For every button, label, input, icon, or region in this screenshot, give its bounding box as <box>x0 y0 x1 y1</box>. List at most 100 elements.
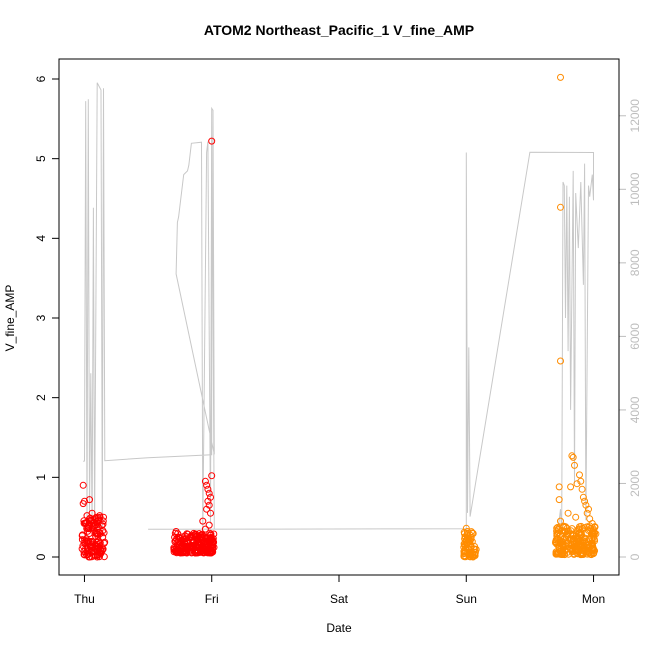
series-1-point <box>567 540 575 548</box>
series-0-point <box>206 549 214 557</box>
y-tick-label: 4 <box>34 235 48 242</box>
series-1-point <box>567 483 575 491</box>
series-0-point <box>172 528 180 535</box>
series-0-point <box>208 547 216 555</box>
series-0-point <box>99 527 107 535</box>
series-0-point <box>187 532 195 540</box>
series-1-point <box>574 529 582 537</box>
series-1-point <box>462 540 470 548</box>
series-0-point <box>83 551 90 559</box>
series-1-point <box>583 509 591 517</box>
series-0-point <box>201 477 209 485</box>
y2-tick-label: 0 <box>628 553 642 560</box>
series-1-point <box>577 549 585 557</box>
series-0-point <box>205 521 213 529</box>
series-1-point <box>573 480 581 488</box>
series-0-point <box>96 539 104 547</box>
series-0-point <box>88 509 96 517</box>
series-1-point <box>572 513 580 521</box>
series-0-point <box>196 542 203 550</box>
series-0-point <box>79 531 86 539</box>
series-0-point <box>208 137 216 145</box>
series-0-point <box>81 538 89 546</box>
series-0-point <box>189 539 197 547</box>
series-0-point <box>92 532 100 540</box>
series-0-point <box>79 481 87 489</box>
chart-title: ATOM2 Northeast_Pacific_1 V_fine_AMP <box>204 22 474 38</box>
series-0-point <box>184 544 191 552</box>
y2-tick-label: 12000 <box>628 99 642 133</box>
series-0-point <box>207 509 214 517</box>
series-1-point <box>591 523 599 531</box>
y2-tick-label: 2000 <box>628 470 642 497</box>
series-0-point <box>208 472 216 480</box>
series-0-point <box>79 542 87 550</box>
series-0-point <box>99 517 107 525</box>
series-0-point <box>82 535 90 543</box>
series-1-point <box>557 203 564 211</box>
series-1-point <box>467 551 475 559</box>
x-tick-label: Fri <box>205 592 219 606</box>
series-0-point <box>90 519 98 527</box>
series-0-point <box>91 552 99 560</box>
series-2-line <box>83 82 594 532</box>
series-1-point <box>562 523 570 531</box>
series-1-point <box>462 544 470 552</box>
series-1-point <box>579 493 587 501</box>
y2-tick-label: 6000 <box>628 323 642 350</box>
x-tick-label: Sun <box>456 592 477 606</box>
series-0-point <box>174 538 182 546</box>
series-1-point <box>578 485 586 493</box>
series-0-point <box>96 528 103 536</box>
y-tick-label: 5 <box>34 155 48 162</box>
series-0-point <box>98 545 106 553</box>
series-1-point <box>555 483 563 491</box>
series-1-point <box>588 530 596 538</box>
series-0-point <box>85 530 93 537</box>
series-1-point <box>581 497 589 505</box>
series-0-point <box>198 530 206 538</box>
series-1-point <box>562 528 569 535</box>
series-0-point <box>83 547 91 555</box>
x-tick-label: Sat <box>330 592 349 606</box>
series-1-point <box>577 477 585 485</box>
series-1-point <box>564 509 572 517</box>
series-0-point <box>100 513 107 521</box>
series-1-point <box>559 543 567 551</box>
series-layer <box>78 73 600 561</box>
series-0-point <box>86 496 93 504</box>
series-0-point <box>204 485 212 493</box>
series-1-point <box>576 471 583 479</box>
series-0-point <box>203 481 211 489</box>
series-1-point <box>571 461 578 469</box>
y2-tick-label: 4000 <box>628 396 642 423</box>
y-tick-label: 6 <box>34 75 48 82</box>
series-0-point <box>85 523 92 531</box>
x-tick-label: Thu <box>74 592 95 606</box>
series-0-point <box>84 549 92 557</box>
series-0-point <box>81 497 88 505</box>
series-1-point <box>569 453 577 461</box>
series-1-point <box>559 540 567 548</box>
series-1-point <box>581 534 589 542</box>
series-0-point <box>194 536 202 543</box>
y-tick-label: 3 <box>34 314 48 321</box>
series-1-point <box>585 505 592 513</box>
series-1-point <box>555 525 562 533</box>
y-tick-label: 2 <box>34 394 48 401</box>
x-tick-label: Mon <box>582 592 605 606</box>
series-1-point <box>470 545 478 553</box>
series-0-point <box>196 546 204 554</box>
series-1-point <box>581 537 589 545</box>
series-1-point <box>568 452 576 460</box>
series-0-point <box>87 543 95 551</box>
series-0-point <box>93 551 101 559</box>
series-0-point <box>205 536 213 544</box>
series-1-point <box>579 539 587 546</box>
series-1-point <box>465 538 472 546</box>
series-0-point <box>184 543 192 551</box>
series-1-point <box>568 541 576 549</box>
series-0-point <box>201 525 209 533</box>
